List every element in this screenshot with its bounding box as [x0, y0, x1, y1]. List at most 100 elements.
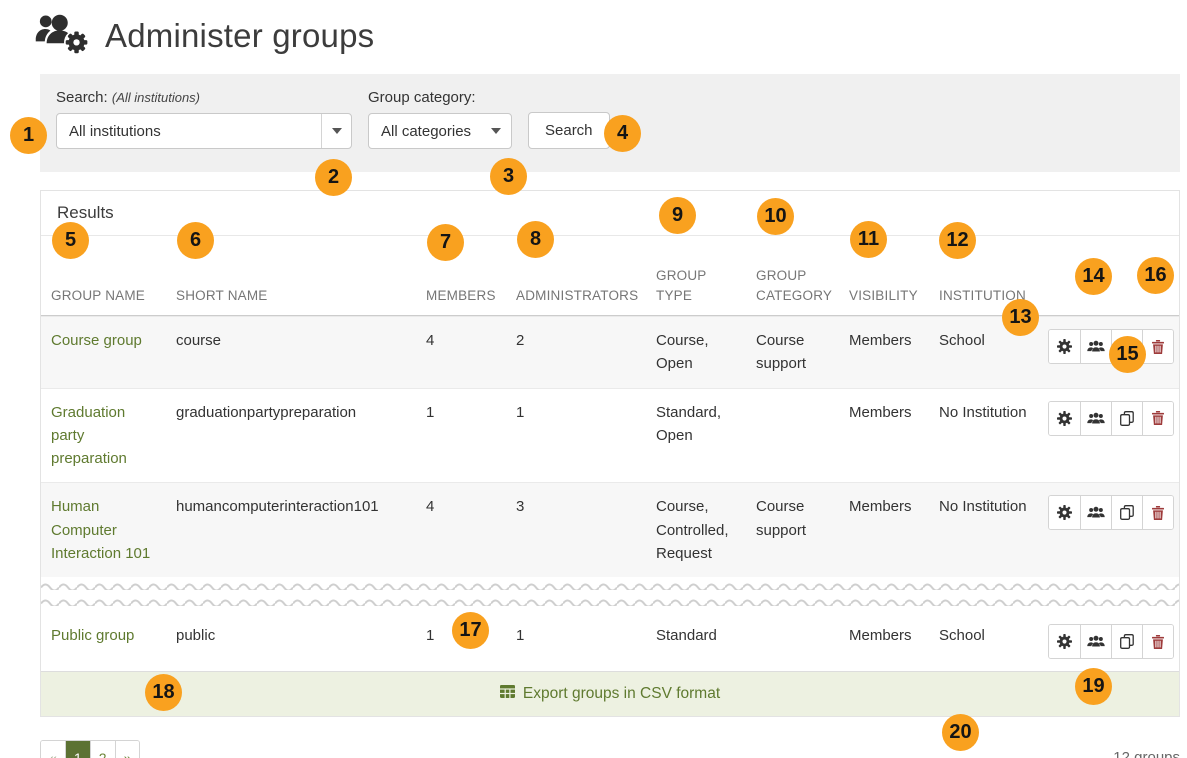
results-heading: Results — [41, 191, 1179, 236]
group-members-icon[interactable] — [1080, 625, 1111, 659]
short-name: public — [176, 627, 216, 645]
members-count: 4 — [426, 498, 435, 516]
callout-badge-19: 19 — [1075, 668, 1112, 705]
pagination-page-1[interactable]: 1 — [65, 741, 90, 758]
group-category-select[interactable]: All categories — [368, 113, 512, 149]
visibility: Members — [849, 403, 912, 421]
export-row: Export groups in CSV format — [41, 671, 1179, 717]
pagination-prev[interactable]: « — [41, 741, 65, 758]
callout-badge-17: 17 — [452, 612, 489, 649]
short-name: course — [176, 332, 222, 350]
table-row: Graduation party preparation graduationp… — [41, 387, 1179, 483]
callout-badge-11: 11 — [850, 221, 887, 258]
short-name: graduationpartypreparation — [176, 403, 357, 421]
callout-badge-12: 12 — [939, 222, 976, 259]
pagination-page-2[interactable]: 2 — [89, 741, 115, 758]
delete-trash-icon[interactable] — [1142, 496, 1173, 530]
group-name-link[interactable]: Graduation party preparation — [51, 403, 127, 468]
callout-badge-2: 2 — [315, 159, 352, 196]
row-actions — [1048, 624, 1174, 660]
search-button[interactable]: Search — [528, 112, 610, 149]
copy-group-icon[interactable] — [1111, 401, 1142, 435]
page-header: Administer groups — [35, 0, 1180, 74]
callout-badge-6: 6 — [177, 222, 214, 259]
group-name-link[interactable]: Human Computer Interaction 101 — [51, 498, 151, 562]
delete-trash-icon[interactable] — [1142, 401, 1173, 435]
csv-table-icon — [499, 685, 515, 703]
institution: School — [939, 627, 985, 645]
administer-groups-page: Administer groups Search: (All instituti… — [35, 0, 1180, 758]
page-title: Administer groups — [105, 17, 375, 54]
visibility: Members — [849, 498, 912, 516]
members-count: 1 — [426, 627, 435, 645]
copy-group-icon[interactable] — [1111, 625, 1142, 659]
row-actions — [1048, 400, 1174, 436]
delete-trash-icon[interactable] — [1142, 625, 1173, 659]
group-type: Standard — [656, 627, 717, 645]
table-row: Public group public 1 1 Standard Members… — [41, 612, 1179, 671]
col-institution: Institution — [939, 287, 1026, 303]
admins-count: 2 — [516, 332, 525, 350]
callout-badge-13: 13 — [1002, 299, 1039, 336]
callout-badge-3: 3 — [490, 158, 527, 195]
callout-badge-1: 1 — [10, 117, 47, 154]
col-group-category: Group category — [756, 268, 833, 303]
callout-badge-8: 8 — [517, 221, 554, 258]
callout-badge-10: 10 — [757, 198, 794, 235]
group-category-label: Group category: — [368, 89, 476, 106]
callout-badge-7: 7 — [427, 224, 464, 261]
callout-badge-14: 14 — [1075, 258, 1112, 295]
institution: No Institution — [939, 498, 1027, 516]
group-members-icon[interactable] — [1080, 401, 1111, 435]
group-category: Course support — [756, 332, 807, 373]
export-csv-link[interactable]: Export groups in CSV format — [499, 685, 720, 703]
settings-gear-icon[interactable] — [1049, 625, 1080, 659]
admins-count: 1 — [516, 403, 525, 421]
settings-gear-icon[interactable] — [1049, 330, 1080, 364]
group-type: Course, Open — [656, 332, 709, 373]
short-name: humancomputerinteraction101 — [176, 498, 379, 516]
groups-count: 12 groups — [1113, 749, 1180, 758]
members-count: 4 — [426, 332, 435, 350]
institution-search-combobox[interactable]: All institutions — [56, 113, 352, 149]
col-administrators: Administrators — [516, 287, 639, 303]
col-group-type: Group type — [656, 268, 707, 303]
institution-search-value[interactable]: All institutions — [69, 122, 161, 140]
search-scope-note: (All institutions) — [111, 90, 201, 105]
admins-count: 3 — [516, 498, 525, 516]
admins-count: 1 — [516, 627, 525, 645]
group-type: Course, Controlled, Request — [656, 498, 729, 562]
pagination-next[interactable]: » — [114, 741, 140, 758]
callout-badge-16: 16 — [1137, 257, 1174, 294]
row-actions — [1048, 495, 1174, 531]
col-members: Members — [426, 287, 496, 303]
group-type: Standard, Open — [656, 403, 722, 444]
group-name-link[interactable]: Course group — [51, 332, 142, 350]
caret-down-icon — [491, 128, 501, 134]
table-row: Human Computer Interaction 101 humancomp… — [41, 482, 1179, 578]
delete-trash-icon[interactable] — [1142, 330, 1173, 364]
group-members-icon[interactable] — [1080, 496, 1111, 530]
group-category-value: All categories — [381, 122, 472, 140]
results-panel: Results Group name Short name Members Ad… — [40, 190, 1180, 718]
col-group-name: Group name — [51, 287, 146, 303]
table-row: Course group course 4 2 Course, Open Cou… — [41, 316, 1179, 388]
col-short-name: Short name — [176, 287, 268, 303]
callout-badge-18: 18 — [145, 674, 182, 711]
users-gear-icon — [35, 12, 91, 60]
group-members-icon[interactable] — [1080, 330, 1111, 364]
group-category — [746, 389, 839, 483]
copy-group-icon[interactable] — [1111, 496, 1142, 530]
callout-badge-15: 15 — [1109, 336, 1146, 373]
group-name-link[interactable]: Public group — [51, 627, 135, 645]
group-category — [746, 612, 839, 671]
callout-badge-4: 4 — [604, 115, 641, 152]
caret-down-icon — [331, 128, 342, 134]
pagination: « 1 2 » — [40, 740, 141, 758]
col-visibility: Visibility — [849, 287, 918, 303]
visibility: Members — [849, 627, 912, 645]
callout-badge-5: 5 — [52, 222, 89, 259]
settings-gear-icon[interactable] — [1049, 401, 1080, 435]
settings-gear-icon[interactable] — [1049, 496, 1080, 530]
institution-dropdown-button[interactable] — [321, 114, 351, 148]
